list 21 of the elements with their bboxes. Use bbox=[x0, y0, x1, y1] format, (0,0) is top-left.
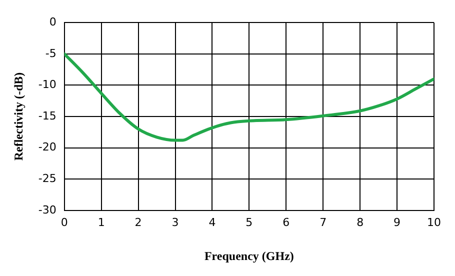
x-tick-label: 5 bbox=[246, 216, 253, 229]
y-tick-label: -15 bbox=[38, 109, 56, 122]
y-tick-label: 0 bbox=[49, 15, 56, 28]
x-tick-label: 2 bbox=[134, 216, 142, 229]
y-tick-label: -5 bbox=[45, 46, 56, 60]
x-axis-title: Frequency (GHz) bbox=[204, 248, 294, 263]
x-tick-label: 3 bbox=[172, 216, 179, 229]
y-tick-label: -20 bbox=[38, 140, 56, 154]
line-series bbox=[64, 52, 434, 142]
x-tick-label: 4 bbox=[208, 216, 216, 229]
y-axis-title: Reflectivity (-dB) bbox=[11, 72, 26, 161]
x-tick-label: 0 bbox=[60, 216, 68, 229]
x-tick-label: 1 bbox=[98, 216, 105, 229]
y-tick-label: -25 bbox=[38, 172, 56, 185]
x-tick-label: 7 bbox=[320, 216, 327, 229]
y-tick-label: -30 bbox=[38, 203, 56, 216]
x-tick-label: 8 bbox=[356, 216, 364, 229]
x-tick-label: 6 bbox=[282, 216, 290, 229]
x-tick-label: 10 bbox=[427, 216, 441, 229]
x-tick-label: 9 bbox=[394, 216, 401, 229]
y-tick-label: -10 bbox=[38, 78, 56, 92]
